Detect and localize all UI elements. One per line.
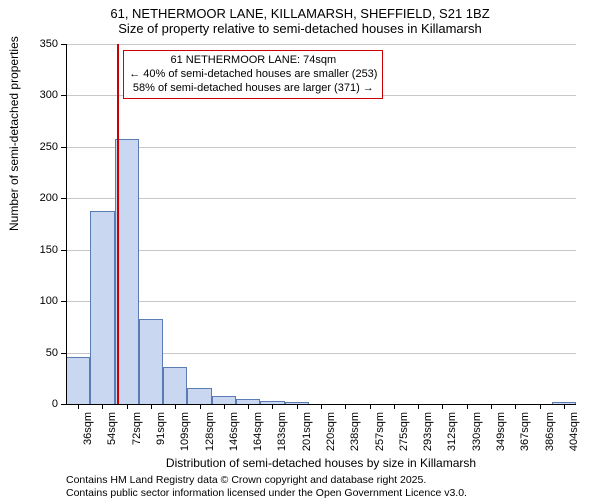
chart-container: 61, NETHERMOOR LANE, KILLAMARSH, SHEFFIE… [0,0,600,500]
footer-attribution: Contains HM Land Registry data © Crown c… [66,474,467,500]
histogram-bar [139,319,163,404]
x-tick-label: 275sqm [398,412,410,464]
x-tick-label: 109sqm [179,412,191,464]
annotation-line-2: ← 40% of semi-detached houses are smalle… [129,68,377,82]
grid-line [66,301,576,302]
x-tick-label: 349sqm [495,412,507,464]
grid-line [66,198,576,199]
grid-line [66,147,576,148]
x-tick-label: 36sqm [82,412,94,464]
title-line-1: 61, NETHERMOOR LANE, KILLAMARSH, SHEFFIE… [0,6,600,21]
y-tick-label: 300 [18,89,58,101]
histogram-bar [90,211,114,404]
footer-line-1: Contains HM Land Registry data © Crown c… [66,474,467,487]
x-tick-label: 330sqm [471,412,483,464]
annotation-box: 61 NETHERMOOR LANE: 74sqm ← 40% of semi-… [123,50,383,99]
title-line-2: Size of property relative to semi-detach… [0,21,600,36]
x-tick-label: 164sqm [252,412,264,464]
histogram-bar [66,357,90,404]
x-tick-label: 386sqm [544,412,556,464]
histogram-bar [163,367,187,404]
annotation-line-3: 58% of semi-detached houses are larger (… [129,82,377,96]
x-tick-label: 404sqm [568,412,580,464]
marker-line [117,44,119,404]
grid-line [66,250,576,251]
y-tick-label: 150 [18,244,58,256]
x-tick-label: 312sqm [446,412,458,464]
grid-line [66,44,576,45]
y-axis-label: Number of semi-detached properties [7,215,21,231]
x-tick-label: 257sqm [374,412,386,464]
y-tick-label: 100 [18,295,58,307]
y-tick-label: 50 [18,347,58,359]
y-tick-label: 200 [18,192,58,204]
x-axis-line [66,404,576,405]
x-tick-label: 146sqm [228,412,240,464]
y-tick-label: 350 [18,38,58,50]
histogram-bar [212,396,236,404]
x-tick-label: 367sqm [519,412,531,464]
x-tick-label: 220sqm [325,412,337,464]
x-tick-label: 128sqm [204,412,216,464]
x-tick-label: 72sqm [131,412,143,464]
x-tick-label: 91sqm [155,412,167,464]
x-tick-label: 293sqm [422,412,434,464]
title-block: 61, NETHERMOOR LANE, KILLAMARSH, SHEFFIE… [0,0,600,36]
histogram-bar [187,388,211,404]
x-tick-label: 183sqm [276,412,288,464]
x-tick-label: 54sqm [106,412,118,464]
x-tick-label: 201sqm [301,412,313,464]
y-axis-line [66,44,67,404]
x-tick-label: 238sqm [349,412,361,464]
footer-line-2: Contains public sector information licen… [66,487,467,500]
y-tick-label: 250 [18,141,58,153]
y-tick-label: 0 [18,398,58,410]
annotation-line-1: 61 NETHERMOOR LANE: 74sqm [129,54,377,68]
